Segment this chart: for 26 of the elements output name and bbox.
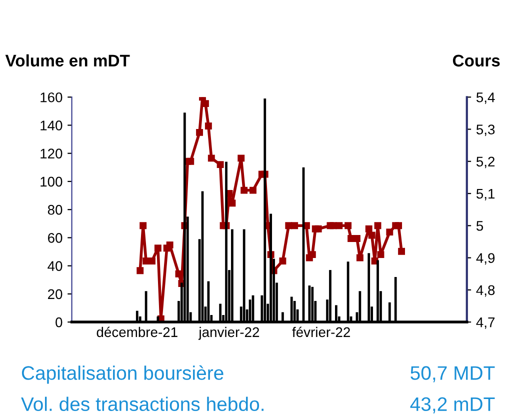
y-axis-title: Volume en mDT [5, 54, 130, 67]
y2-tick-label: 5,3 [476, 124, 495, 136]
y2-tick-label: 5,2 [476, 156, 495, 168]
text: 43,2 mDT [410, 397, 495, 414]
y-tick-label: 20 [48, 289, 62, 300]
y2-axis-title: Cours [452, 54, 500, 67]
y-tick-label: 120 [40, 148, 62, 159]
x-tick-label: février-22 [292, 326, 350, 338]
y2-tick-label: 5,1 [476, 188, 495, 200]
text: Vol. des transactions hebdo. [21, 396, 264, 412]
y2-tick-label: 4,7 [476, 318, 495, 329]
x-tick-label: décembre-21 [96, 326, 178, 338]
y-tick-label: 140 [40, 120, 62, 130]
y-tick-label: 80 [48, 204, 62, 215]
y-tick-label: 160 [40, 92, 62, 102]
y2-tick-label: 4,8 [476, 285, 495, 297]
text: 50,7 MDT [410, 366, 495, 382]
y2-tick-label: 5 [476, 221, 484, 231]
x-tick-label: janvier-22 [198, 326, 260, 340]
y2-tick-label: 5,4 [476, 92, 495, 104]
y-tick-label: 0 [56, 317, 62, 328]
y2-tick-label: 4,9 [476, 253, 495, 265]
text: Capitalisation boursière [22, 365, 224, 384]
y-tick-label: 100 [40, 176, 62, 187]
y-tick-label: 60 [48, 233, 62, 243]
y-tick-label: 40 [48, 261, 62, 271]
